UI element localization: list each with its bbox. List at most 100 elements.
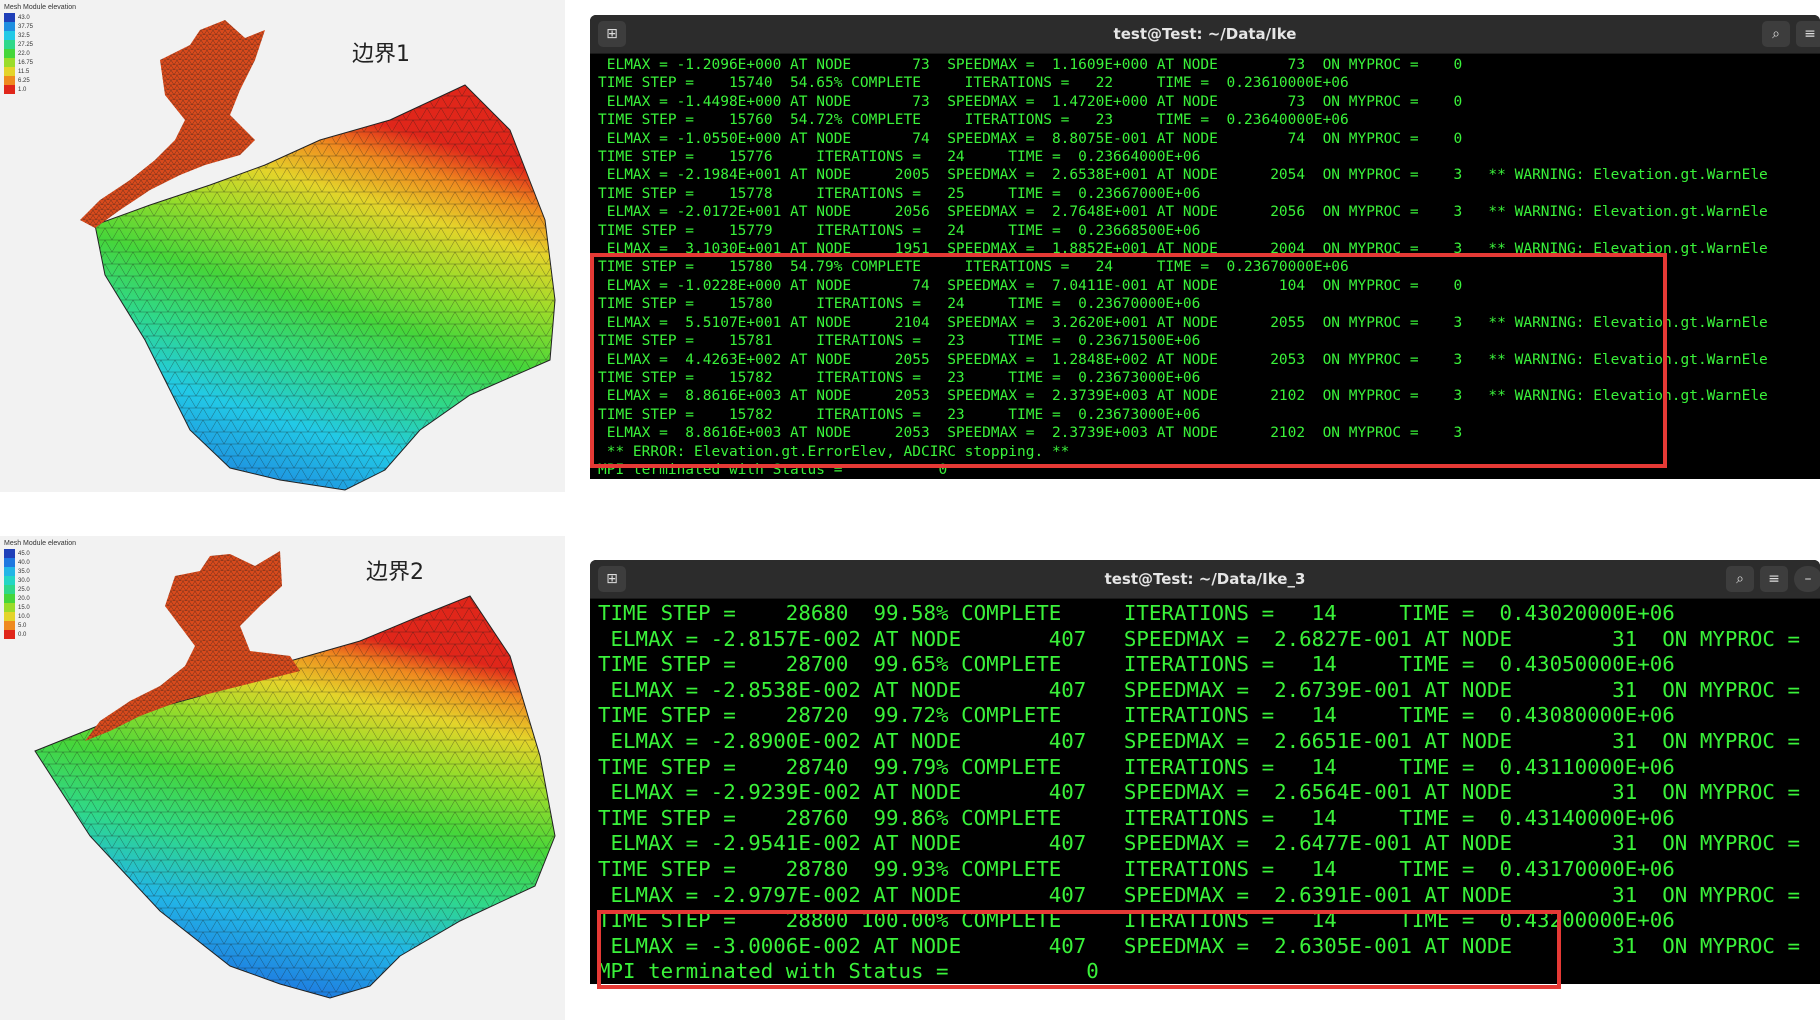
legend-value: 10.0 [18, 613, 30, 620]
legend-swatch [4, 567, 15, 576]
legend-value: 22.0 [18, 50, 30, 57]
legend-entry: 30.0 [4, 576, 76, 585]
terminal-line: ELMAX = -2.9239E-002 AT NODE 407 SPEEDMA… [598, 780, 1820, 805]
legend-entry: 35.0 [4, 567, 76, 576]
mesh-elevation-plot [80, 20, 556, 491]
terminal-line: TIME STEP = 15760 54.72% COMPLETE ITERAT… [598, 112, 1349, 129]
terminal-line: TIME STEP = 28700 99.65% COMPLETE ITERAT… [598, 652, 1675, 677]
terminal-line: ELMAX = 3.1030E+001 AT NODE 1951 SPEEDMA… [598, 241, 1768, 258]
terminal-line: ** ERROR: Elevation.gt.ErrorElev, ADCIRC… [598, 443, 1070, 460]
terminal-line: TIME STEP = 28760 99.86% COMPLETE ITERAT… [598, 805, 1675, 830]
terminal-output[interactable]: TIME STEP = 28680 99.58% COMPLETE ITERAT… [590, 599, 1820, 984]
legend-entry: 6.25 [4, 76, 76, 85]
window-title: test@Test: ~/Data/Ike [1113, 25, 1297, 43]
terminal-line: MPI terminated with Status = 0 [598, 461, 948, 478]
legend-entry: 27.25 [4, 40, 76, 49]
legend-value: 16.75 [18, 59, 34, 66]
terminal-window-ike[interactable]: ⊞ test@Test: ~/Data/Ike ⌕ ≡ ELMAX = -1.2… [590, 15, 1820, 479]
terminal-titlebar[interactable]: ⊞ test@Test: ~/Data/Ike ⌕ ≡ [590, 15, 1820, 54]
elevation-legend: Mesh Module elevation 45.0 40.0 35.0 30.0 25… [4, 540, 76, 639]
legend-entry: 45.0 [4, 549, 76, 558]
terminal-line: TIME STEP = 15778 ITERATIONS = 25 TIME =… [598, 185, 1201, 202]
legend-entry: 0.0 [4, 630, 76, 639]
legend-entry: 11.5 [4, 67, 76, 76]
terminal-line: ELMAX = 5.5107E+001 AT NODE 2104 SPEEDMA… [598, 314, 1768, 331]
mesh-panel-boundary-2: Mesh Module elevation 45.0 40.0 35.0 30.0 25… [0, 536, 565, 1020]
legend-swatch [4, 22, 15, 31]
mesh-elevation-plot [34, 551, 556, 999]
terminal-line: ELMAX = 8.8616E+003 AT NODE 2053 SPEEDMA… [598, 388, 1768, 405]
legend-entry: 32.5 [4, 31, 76, 40]
legend-swatch [4, 40, 15, 49]
legend-value: 11.5 [18, 68, 30, 75]
terminal-line: TIME STEP = 28800 100.00% COMPLETE ITERA… [598, 908, 1675, 933]
legend-swatch [4, 594, 15, 603]
terminal-window-ike3[interactable]: ⊞ test@Test: ~/Data/Ike_3 ⌕ ≡ – TIME STE… [590, 560, 1820, 984]
legend-swatch [4, 603, 15, 612]
elevation-legend: Mesh Module elevation 43.0 37.75 32.5 27.25… [4, 4, 76, 94]
legend-entry: 40.0 [4, 558, 76, 567]
legend-value: 35.0 [18, 568, 30, 575]
legend-value: 30.0 [18, 577, 30, 584]
terminal-line: ELMAX = -3.0006E-002 AT NODE 407 SPEEDMA… [598, 933, 1820, 958]
terminal-titlebar[interactable]: ⊞ test@Test: ~/Data/Ike_3 ⌕ ≡ – [590, 560, 1820, 599]
terminal-line: ELMAX = -2.1984E+001 AT NODE 2005 SPEEDM… [598, 167, 1768, 184]
legend-entry: 1.0 [4, 85, 76, 94]
legend-value: 1.0 [18, 86, 27, 93]
legend-value: 6.25 [18, 77, 30, 84]
boundary-label: 边界2 [366, 560, 424, 585]
legend-swatch [4, 621, 15, 630]
legend-swatch [4, 85, 15, 94]
terminal-line: ELMAX = -1.2096E+000 AT NODE 73 SPEEDMAX… [598, 57, 1463, 73]
terminal-line: ELMAX = 8.8616E+003 AT NODE 2053 SPEEDMA… [598, 425, 1463, 442]
terminal-line: ELMAX = -2.8900E-002 AT NODE 407 SPEEDMA… [598, 728, 1820, 753]
legend-entry: 20.0 [4, 594, 76, 603]
terminal-line: ELMAX = -2.9797E-002 AT NODE 407 SPEEDMA… [598, 882, 1820, 907]
terminal-line: TIME STEP = 28680 99.58% COMPLETE ITERAT… [598, 601, 1675, 625]
legend-swatch [4, 67, 15, 76]
search-icon[interactable]: ⌕ [1726, 566, 1754, 592]
terminal-line: TIME STEP = 15782 ITERATIONS = 23 TIME =… [598, 369, 1201, 386]
legend-value: 0.0 [18, 631, 27, 638]
legend-value: 15.0 [18, 604, 30, 611]
legend-swatch [4, 49, 15, 58]
terminal-line: TIME STEP = 15776 ITERATIONS = 24 TIME =… [598, 149, 1201, 166]
legend-entry: 25.0 [4, 585, 76, 594]
legend-title: Mesh Module elevation [4, 540, 76, 547]
terminal-line: ELMAX = -1.0228E+000 AT NODE 74 SPEEDMAX… [598, 277, 1463, 294]
terminal-line: TIME STEP = 28720 99.72% COMPLETE ITERAT… [598, 703, 1675, 728]
terminal-line: ELMAX = -2.8538E-002 AT NODE 407 SPEEDMA… [598, 677, 1820, 702]
terminal-line: TIME STEP = 15780 54.79% COMPLETE ITERAT… [598, 259, 1349, 276]
terminal-line: TIME STEP = 28780 99.93% COMPLETE ITERAT… [598, 856, 1675, 881]
menu-icon[interactable]: ≡ [1796, 21, 1820, 47]
new-tab-icon[interactable]: ⊞ [598, 566, 626, 592]
legend-swatch [4, 576, 15, 585]
legend-swatch [4, 31, 15, 40]
terminal-line: ELMAX = -1.0550E+000 AT NODE 74 SPEEDMAX… [598, 130, 1463, 147]
legend-value: 45.0 [18, 550, 30, 557]
menu-icon[interactable]: ≡ [1760, 566, 1788, 592]
legend-swatch [4, 58, 15, 67]
bay-region [80, 20, 265, 228]
legend-swatch [4, 612, 15, 621]
terminal-line: ELMAX = -2.0172E+001 AT NODE 2056 SPEEDM… [598, 204, 1768, 221]
legend-swatch [4, 558, 15, 567]
minimize-icon[interactable]: – [1794, 566, 1820, 592]
legend-value: 37.75 [18, 23, 34, 30]
terminal-line: ELMAX = -2.8157E-002 AT NODE 407 SPEEDMA… [598, 626, 1820, 651]
terminal-output[interactable]: ELMAX = -1.2096E+000 AT NODE 73 SPEEDMAX… [590, 54, 1820, 479]
legend-value: 25.0 [18, 586, 30, 593]
legend-swatch [4, 549, 15, 558]
legend-value: 40.0 [18, 559, 30, 566]
legend-entry: 16.75 [4, 58, 76, 67]
terminal-line: TIME STEP = 15740 54.65% COMPLETE ITERAT… [598, 75, 1349, 92]
legend-value: 27.25 [18, 41, 34, 48]
legend-swatch [4, 630, 15, 639]
new-tab-icon[interactable]: ⊞ [598, 21, 626, 47]
search-icon[interactable]: ⌕ [1762, 21, 1790, 47]
mesh-body [94, 84, 556, 491]
terminal-line: TIME STEP = 15779 ITERATIONS = 24 TIME =… [598, 222, 1201, 239]
terminal-line: TIME STEP = 28740 99.79% COMPLETE ITERAT… [598, 754, 1675, 779]
legend-swatch [4, 76, 15, 85]
legend-entry: 43.0 [4, 13, 76, 22]
